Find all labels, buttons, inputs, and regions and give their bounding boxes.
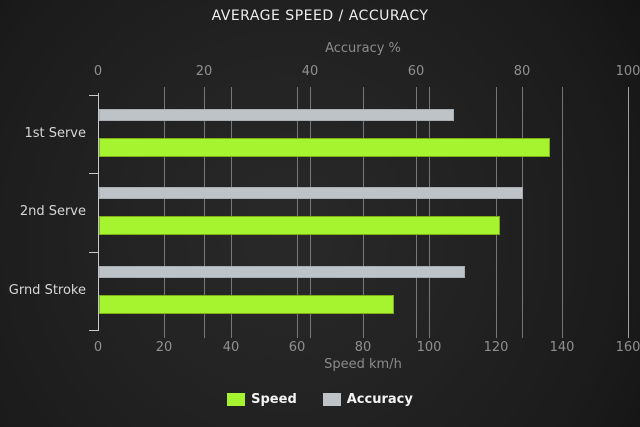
- category-boundary-tick: [89, 252, 98, 253]
- accuracy-gridline: [522, 87, 523, 338]
- speed-gridline: [363, 87, 364, 338]
- legend-label: Speed: [251, 392, 297, 407]
- accuracy-gridline: [416, 87, 417, 338]
- speed-gridline: [297, 87, 298, 338]
- category-axis-line: [98, 93, 99, 331]
- category-boundary-tick: [89, 330, 98, 331]
- speed-tick-label: 100: [416, 340, 442, 355]
- bar-speed-2nd-serve: [99, 216, 500, 235]
- category-boundary-tick: [89, 95, 98, 96]
- bar-accuracy-1st-serve: [99, 109, 454, 121]
- category-boundary-tick: [89, 173, 98, 174]
- accuracy-gridline: [204, 87, 205, 338]
- speed-tick-label: 160: [615, 340, 640, 355]
- speed-gridline: [429, 87, 430, 338]
- bar-accuracy-grnd-stroke: [99, 266, 465, 278]
- accuracy-tick-label: 80: [513, 64, 531, 79]
- category-label: 1st Serve: [24, 126, 86, 141]
- speed-tick-label: 140: [549, 340, 575, 355]
- accuracy-tick-label: 20: [195, 64, 213, 79]
- category-label: Grnd Stroke: [8, 283, 86, 298]
- speed-tick-label: 0: [93, 340, 103, 355]
- speed-gridline: [231, 87, 232, 338]
- accuracy-swatch-icon: [322, 393, 341, 406]
- accuracy-tick-label: 100: [615, 64, 640, 79]
- chart-title: AVERAGE SPEED / ACCURACY: [211, 8, 429, 24]
- speed-gridline: [628, 87, 629, 338]
- top-axis-title: Accuracy %: [325, 41, 401, 56]
- speed-tick-label: 80: [354, 340, 372, 355]
- accuracy-tick-label: 60: [407, 64, 425, 79]
- speed-tick-label: 60: [288, 340, 306, 355]
- legend-item-speed[interactable]: Speed: [227, 392, 297, 407]
- speed-swatch-icon: [227, 393, 246, 406]
- speed-gridline: [496, 87, 497, 338]
- speed-tick-label: 120: [483, 340, 509, 355]
- legend: Speed Accuracy: [0, 392, 640, 407]
- accuracy-tick-label: 0: [93, 64, 103, 79]
- category-label: 2nd Serve: [19, 204, 86, 219]
- speed-gridline: [562, 87, 563, 338]
- accuracy-gridline: [310, 87, 311, 338]
- legend-label: Accuracy: [346, 392, 413, 407]
- legend-item-accuracy[interactable]: Accuracy: [322, 392, 413, 407]
- bar-speed-1st-serve: [99, 138, 550, 157]
- bottom-axis-title: Speed km/h: [324, 357, 402, 372]
- bar-speed-grnd-stroke: [99, 295, 394, 314]
- speed-tick-label: 20: [155, 340, 173, 355]
- bar-accuracy-2nd-serve: [99, 187, 523, 199]
- speed-gridline: [164, 87, 165, 338]
- accuracy-tick-label: 40: [301, 64, 319, 79]
- speed-tick-label: 40: [222, 340, 240, 355]
